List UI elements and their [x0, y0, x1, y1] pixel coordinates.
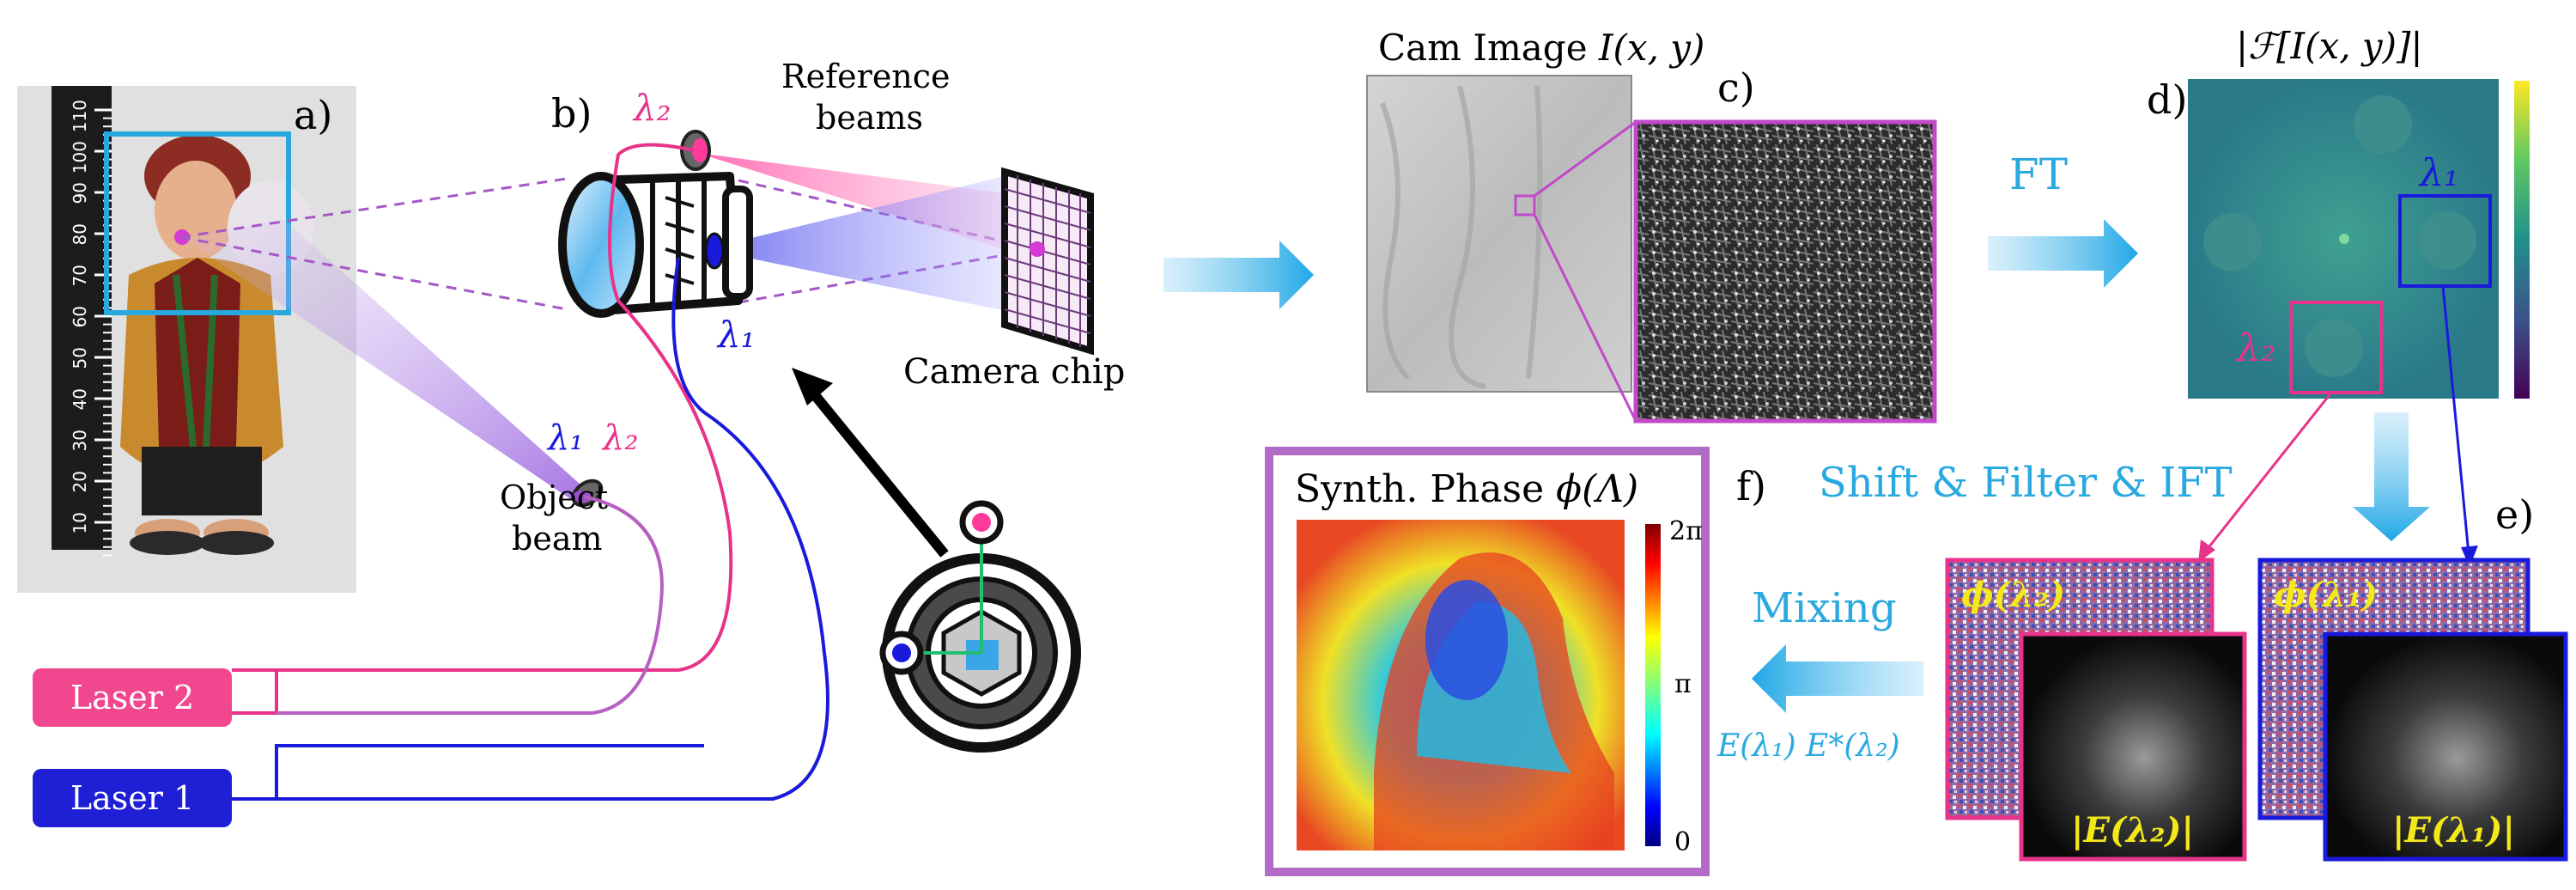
object-lambda2: λ₂ — [601, 418, 638, 458]
mixing-formula: E(λ₁) E*(λ₂) — [1716, 728, 1900, 764]
camera-lens — [558, 172, 753, 318]
abs-e-lambda1-label: |E(λ₁)| — [2392, 810, 2515, 850]
ft-arrow — [1988, 219, 2138, 288]
amplitude-lambda2-image — [2019, 631, 2247, 862]
fiber-lines — [232, 143, 829, 801]
speckle-zoom — [1633, 119, 1937, 424]
laser1-box: Laser 1 — [33, 769, 232, 827]
cbar-bottom-label: 0 — [1674, 827, 1691, 857]
reference-emitter-pink — [680, 130, 711, 171]
ruler-tick-label: 90 — [70, 182, 90, 204]
camera-chip — [1001, 167, 1094, 356]
ruler-tick-label: 100 — [70, 141, 90, 174]
panel-label-b: b) — [551, 90, 592, 137]
cbar-mid-label: π — [1674, 669, 1692, 699]
figurine-photo: 110 100 90 80 70 60 50 40 30 20 10 — [17, 86, 356, 593]
reference-beam-blue — [706, 176, 1039, 318]
laser1-label: Laser 1 — [70, 779, 194, 817]
arrow-to-cam-image — [1163, 241, 1314, 309]
zoom-source-box — [1514, 194, 1536, 216]
cam-image — [1366, 75, 1632, 393]
ruler-tick-label: 80 — [70, 223, 90, 245]
abs-e-lambda2-label: |E(λ₂)| — [2071, 810, 2194, 850]
laser2-box: Laser 2 — [33, 668, 232, 727]
filter-arrows — [2198, 285, 2478, 567]
ruler-tick-label: 110 — [70, 100, 90, 132]
cam-image-title: Cam Image I(x, y) — [1378, 27, 1704, 69]
mixing-arrow — [1752, 644, 1923, 713]
ruler-tick-label: 30 — [70, 430, 90, 451]
panel-label-f: f) — [1736, 463, 1766, 509]
laser2-label: Laser 2 — [70, 679, 194, 716]
ruler-tick-label: 40 — [70, 388, 90, 410]
ref-lambda2: λ₂ — [632, 87, 671, 129]
lambda2-field-stack: ϕ(λ₂) |E(λ₂)| — [1945, 558, 2247, 862]
roi-box — [104, 131, 291, 315]
fourier-lambda2: λ₂ — [2235, 326, 2276, 370]
down-arrow — [2353, 412, 2430, 541]
amplitude-lambda1-image — [2323, 631, 2568, 862]
panel-label-e: e) — [2495, 491, 2534, 538]
shift-filter-ift-label: Shift & Filter & IFT — [1819, 459, 2233, 507]
sensor-front-view — [879, 500, 1081, 753]
synth-phase-title: Synth. Phase ϕ(Λ) — [1295, 467, 1638, 511]
object-beam-label-2: beam — [512, 520, 603, 558]
cbar-top-label: 2π — [1669, 516, 1703, 546]
phi-lambda1-label: ϕ(λ₁) — [2274, 575, 2378, 615]
ruler-tick-label: 60 — [70, 306, 90, 327]
ref-lambda1: λ₁ — [716, 314, 755, 356]
mixing-label: Mixing — [1752, 584, 1897, 632]
synth-phase-colorbar — [1645, 524, 1661, 846]
phi-lambda2-label: ϕ(λ₂) — [1961, 575, 2065, 615]
reference-beams-label-2: beams — [816, 99, 923, 137]
black-arrow — [792, 368, 949, 558]
ft-label: FT — [2009, 149, 2068, 199]
reference-beams-label-1: Reference — [781, 58, 951, 95]
ruler-tick-label: 70 — [70, 265, 90, 286]
panel-label-a: a) — [294, 92, 332, 138]
fourier-lambda1: λ₁ — [2418, 151, 2459, 195]
lambda1-field-stack: ϕ(λ₁) |E(λ₁)| — [2257, 558, 2568, 862]
fourier-colorbar — [2514, 81, 2530, 399]
figurine-pants — [142, 447, 262, 515]
object-beam-cone — [185, 219, 588, 503]
lambda2-filter-box — [2289, 301, 2383, 394]
fourier-title: |ℱ[I(x, y)]| — [2236, 25, 2423, 67]
ruler-tick-label: 20 — [70, 471, 90, 492]
ruler: 110 100 90 80 70 60 50 40 30 20 10 — [52, 86, 112, 557]
ruler-tick-label: 10 — [70, 512, 90, 533]
panel-label-d: d) — [2147, 76, 2187, 123]
camera-chip-label: Camera chip — [903, 352, 1125, 392]
panel-label-c: c) — [1717, 64, 1755, 111]
object-lambda1: λ₁ — [546, 418, 583, 458]
ruler-tick-label: 50 — [70, 347, 90, 369]
lambda1-filter-box — [2398, 194, 2492, 288]
